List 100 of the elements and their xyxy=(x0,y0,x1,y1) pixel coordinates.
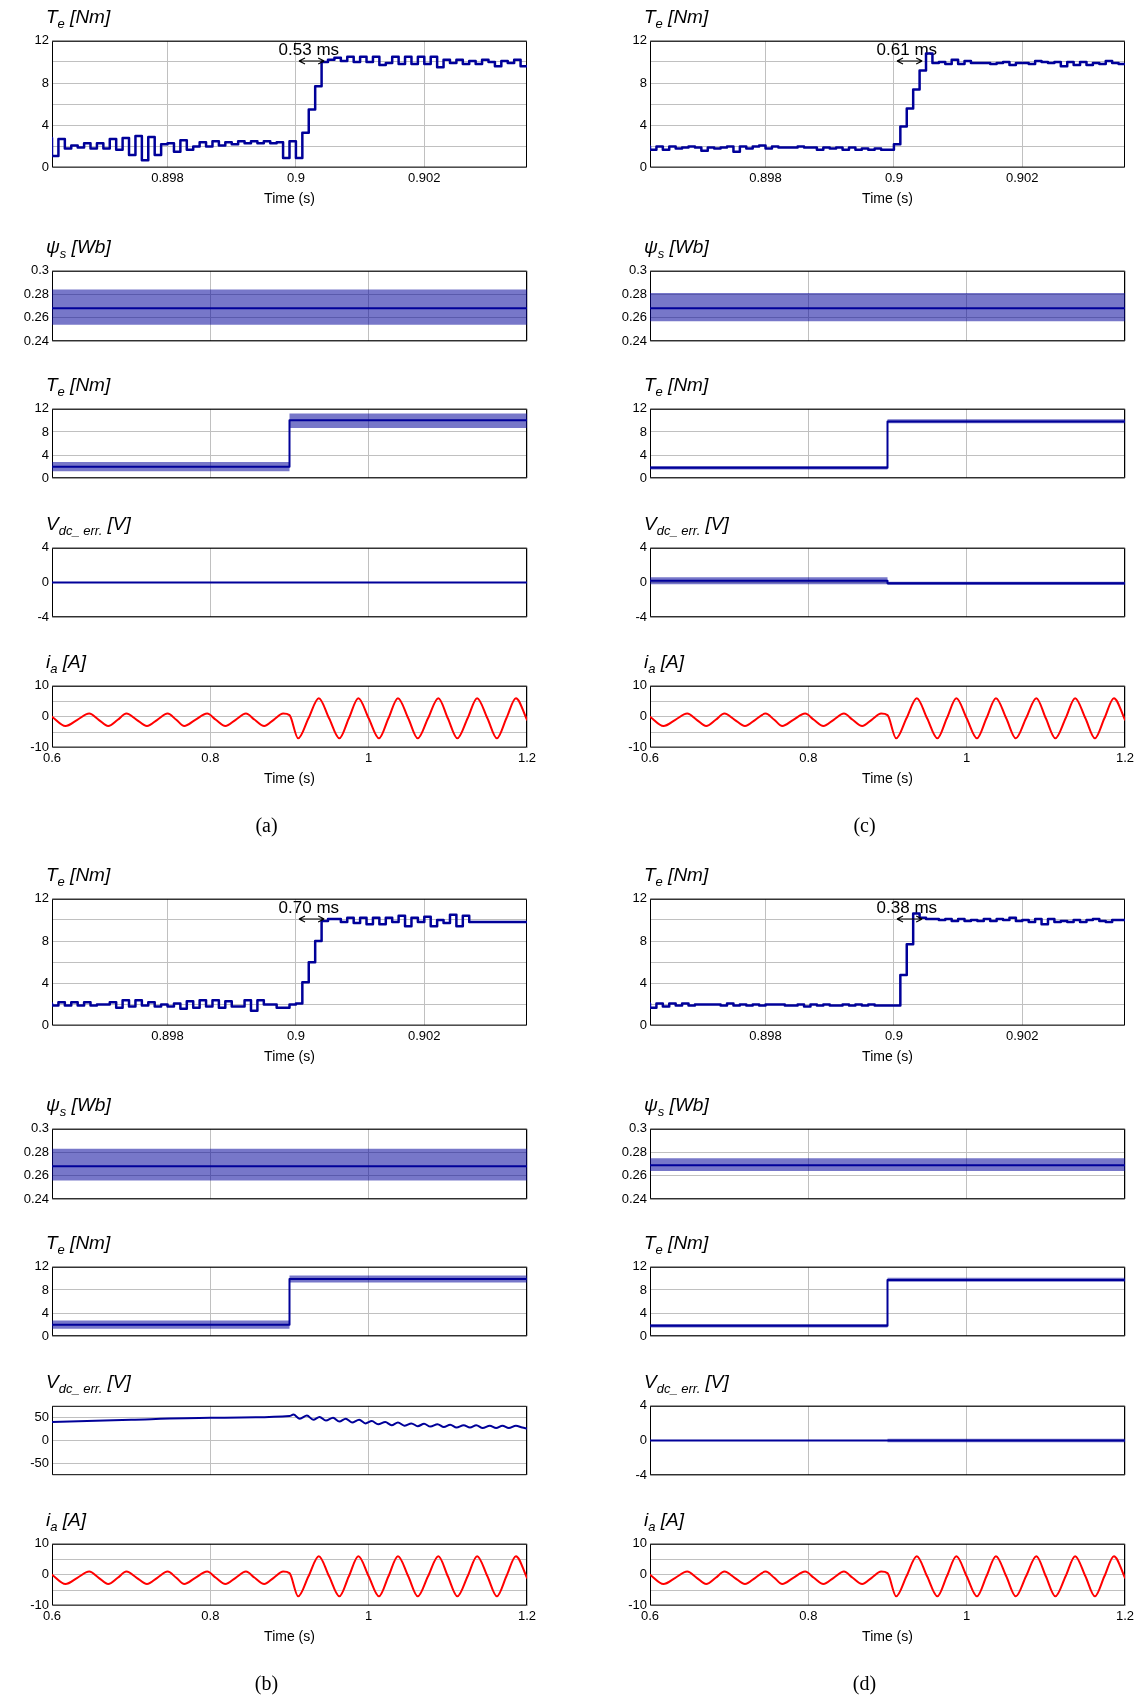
y-tick-label: 0.26 xyxy=(23,1167,49,1183)
y-tick-label: 0.28 xyxy=(621,285,647,301)
y-tick-label: 8 xyxy=(639,1281,647,1297)
x-tick-label: 0.9 xyxy=(884,169,903,185)
y-tick-label: 0.28 xyxy=(23,285,49,301)
x-tick-label: 1.2 xyxy=(1115,1607,1135,1623)
y-tick-label: 12 xyxy=(34,890,49,906)
text: (d) xyxy=(851,1672,878,1695)
y-tick-label: 0 xyxy=(41,469,49,485)
line-series xyxy=(52,1555,527,1598)
y-tick-label: 0.24 xyxy=(621,1190,647,1206)
y-tick-label: 0 xyxy=(41,1017,49,1033)
line-series xyxy=(650,697,1125,740)
chart-title: i$_{a}$ [A] xyxy=(644,1509,684,1534)
y-tick-label: 0 xyxy=(639,574,647,590)
y-tick-label: 8 xyxy=(41,74,49,90)
x-tick-label: 0.898 xyxy=(151,169,184,185)
y-tick-label: 4 xyxy=(41,974,49,990)
x-tick-label: 1 xyxy=(365,749,373,765)
chart-title: i$_{a}$ [A] xyxy=(644,651,684,676)
x-tick-label: 0.902 xyxy=(1006,1027,1039,1043)
chart-title: T$_{e}$ [Nm] xyxy=(644,374,709,399)
chart-title: T$_{e}$ [Nm] xyxy=(46,864,111,889)
x-tick-label: 0.902 xyxy=(408,169,441,185)
x-tick-label: 0.902 xyxy=(1006,169,1039,185)
y-tick-label: 0 xyxy=(639,159,647,175)
y-tick-label: 0.24 xyxy=(23,1190,49,1206)
chart-title: ψ$_{s}$ [Wb] xyxy=(644,1094,709,1119)
y-tick-label: 12 xyxy=(34,1258,49,1274)
y-tick-label: 0.3 xyxy=(628,1120,647,1136)
annotation: 0.70 ms xyxy=(278,897,340,917)
y-tick-label: -4 xyxy=(635,1466,647,1482)
y-tick-label: 8 xyxy=(639,423,647,439)
chart-title: ψ$_{s}$ [Wb] xyxy=(644,236,709,261)
y-tick-label: -50 xyxy=(30,1455,49,1471)
chart-title: i$_{a}$ [A] xyxy=(46,1509,86,1534)
y-tick-label: 4 xyxy=(639,539,647,555)
chart-title: T$_{e}$ [Nm] xyxy=(644,1232,709,1257)
annotation: 0.38 ms xyxy=(876,897,938,917)
y-tick-label: 10 xyxy=(34,677,49,693)
y-tick-label: 8 xyxy=(639,932,647,948)
y-tick-label: 10 xyxy=(632,677,647,693)
y-tick-label: 0 xyxy=(41,1566,49,1582)
y-tick-label: 4 xyxy=(41,539,49,555)
line-series xyxy=(52,1413,527,1430)
x-tick-label: 1.2 xyxy=(517,749,537,765)
chart-title: T$_{e}$ [Nm] xyxy=(644,864,709,889)
y-tick-label: 0 xyxy=(41,159,49,175)
y-tick-label: 0 xyxy=(41,1327,49,1343)
chart-title: V$_{dc_ err.}$ [V] xyxy=(644,513,729,538)
chart-title: ψ$_{s}$ [Wb] xyxy=(46,236,111,261)
y-tick-label: 10 xyxy=(34,1535,49,1551)
line-series xyxy=(650,1555,1125,1598)
x-tick-label: 0.898 xyxy=(749,169,782,185)
y-tick-label: 0 xyxy=(41,1432,49,1448)
x-tick-label: 0.8 xyxy=(201,1607,220,1623)
y-tick-label: 8 xyxy=(41,423,49,439)
y-tick-label: 4 xyxy=(41,1304,49,1320)
x-axis-title: Time (s) xyxy=(862,1048,913,1065)
x-axis-title: Time (s) xyxy=(264,190,315,207)
x-tick-label: 0.898 xyxy=(151,1027,184,1043)
y-tick-label: 0 xyxy=(639,469,647,485)
annotation: 0.53 ms xyxy=(278,39,340,59)
x-tick-label: 0.9 xyxy=(286,1027,305,1043)
chart-title: T$_{e}$ [Nm] xyxy=(644,6,709,31)
x-axis-title: Time (s) xyxy=(264,1048,315,1065)
y-tick-label: 10 xyxy=(632,1535,647,1551)
y-tick-label: 8 xyxy=(41,1281,49,1297)
x-axis-title: Time (s) xyxy=(862,770,913,787)
line-series xyxy=(52,697,527,740)
y-tick-label: 0.26 xyxy=(23,309,49,325)
chart-title: T$_{e}$ [Nm] xyxy=(46,6,111,31)
chart-title: V$_{dc_ err.}$ [V] xyxy=(46,1371,131,1396)
x-tick-label: 1.2 xyxy=(517,1607,537,1623)
text: (b) xyxy=(253,1672,280,1695)
chart-title: T$_{e}$ [Nm] xyxy=(46,374,111,399)
chart-title: i$_{a}$ [A] xyxy=(46,651,86,676)
x-axis-title: Time (s) xyxy=(264,770,315,787)
x-tick-label: 0.8 xyxy=(799,1607,818,1623)
x-tick-label: 0.902 xyxy=(408,1027,441,1043)
y-tick-label: 0.24 xyxy=(621,332,647,348)
y-tick-label: 0.26 xyxy=(621,309,647,325)
y-tick-label: 0 xyxy=(41,708,49,724)
y-tick-label: 0.3 xyxy=(30,1120,49,1136)
chart-title: T$_{e}$ [Nm] xyxy=(46,1232,111,1257)
text: (a) xyxy=(254,814,279,837)
y-tick-label: 4 xyxy=(41,116,49,132)
y-tick-label: 0.26 xyxy=(621,1167,647,1183)
y-tick-label: 4 xyxy=(41,446,49,462)
x-tick-label: 1.2 xyxy=(1115,749,1135,765)
y-tick-label: 0 xyxy=(41,574,49,590)
chart-title: V$_{dc_ err.}$ [V] xyxy=(46,513,131,538)
x-tick-label: 0.8 xyxy=(201,749,220,765)
y-tick-label: 50 xyxy=(34,1408,49,1424)
y-tick-label: 0.24 xyxy=(23,332,49,348)
y-tick-label: 0.28 xyxy=(621,1143,647,1159)
text: (c) xyxy=(852,814,877,837)
y-tick-label: 0 xyxy=(639,1566,647,1582)
y-tick-label: 12 xyxy=(632,400,647,416)
x-tick-label: 0.8 xyxy=(799,749,818,765)
